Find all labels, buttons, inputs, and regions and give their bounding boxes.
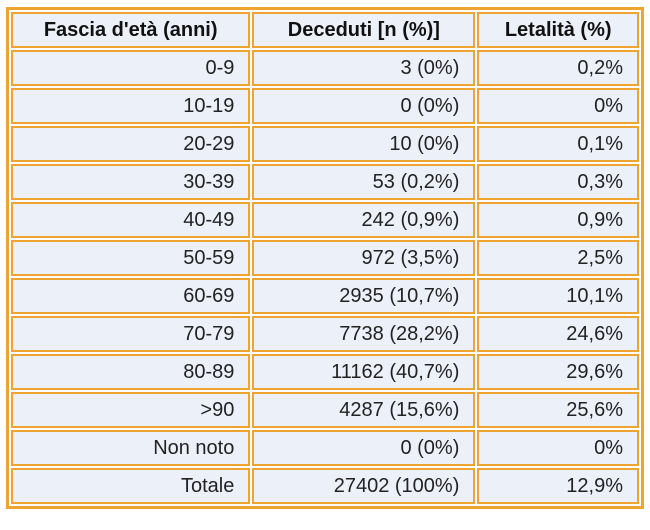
cell-deaths: 972 (3,5%) [252, 240, 476, 276]
column-header-age-range: Fascia d'età (anni) [11, 12, 251, 48]
table-row: Non noto 0 (0%) 0% [11, 430, 639, 466]
cell-lethality: 10,1% [477, 278, 639, 314]
table-row: >90 4287 (15,6%) 25,6% [11, 392, 639, 428]
cell-lethality: 25,6% [477, 392, 639, 428]
cell-age-range: 50-59 [11, 240, 251, 276]
cell-lethality: 2,5% [477, 240, 639, 276]
cell-lethality: 0% [477, 88, 639, 124]
cell-lethality: 0,9% [477, 202, 639, 238]
cell-deaths: 4287 (15,6%) [252, 392, 476, 428]
cell-age-range: 30-39 [11, 164, 251, 200]
header-row: Fascia d'età (anni) Deceduti [n (%)] Let… [11, 12, 639, 48]
cell-deaths: 2935 (10,7%) [252, 278, 476, 314]
cell-age-range: 80-89 [11, 354, 251, 390]
table-row: 60-69 2935 (10,7%) 10,1% [11, 278, 639, 314]
table-row: 40-49 242 (0,9%) 0,9% [11, 202, 639, 238]
cell-age-range: 10-19 [11, 88, 251, 124]
cell-deaths: 27402 (100%) [252, 468, 476, 504]
column-header-lethality: Letalità (%) [477, 12, 639, 48]
cell-lethality: 29,6% [477, 354, 639, 390]
cell-deaths: 11162 (40,7%) [252, 354, 476, 390]
cell-deaths: 7738 (28,2%) [252, 316, 476, 352]
cell-age-range: >90 [11, 392, 251, 428]
cell-deaths: 242 (0,9%) [252, 202, 476, 238]
cell-age-range: 40-49 [11, 202, 251, 238]
column-header-deaths: Deceduti [n (%)] [252, 12, 476, 48]
cell-deaths: 10 (0%) [252, 126, 476, 162]
cell-age-range: Non noto [11, 430, 251, 466]
age-lethality-table: Fascia d'età (anni) Deceduti [n (%)] Let… [6, 7, 644, 509]
table-row: 0-9 3 (0%) 0,2% [11, 50, 639, 86]
table-row: 80-89 11162 (40,7%) 29,6% [11, 354, 639, 390]
cell-lethality: 0% [477, 430, 639, 466]
table-row: 10-19 0 (0%) 0% [11, 88, 639, 124]
cell-lethality: 0,1% [477, 126, 639, 162]
cell-age-range: 20-29 [11, 126, 251, 162]
table-row: 20-29 10 (0%) 0,1% [11, 126, 639, 162]
cell-age-range: 70-79 [11, 316, 251, 352]
table-row: 50-59 972 (3,5%) 2,5% [11, 240, 639, 276]
cell-lethality: 24,6% [477, 316, 639, 352]
cell-deaths: 3 (0%) [252, 50, 476, 86]
cell-deaths: 0 (0%) [252, 88, 476, 124]
cell-age-range: Totale [11, 468, 251, 504]
cell-age-range: 0-9 [11, 50, 251, 86]
table-row: 70-79 7738 (28,2%) 24,6% [11, 316, 639, 352]
table-row: Totale 27402 (100%) 12,9% [11, 468, 639, 504]
cell-deaths: 0 (0%) [252, 430, 476, 466]
table-row: 30-39 53 (0,2%) 0,3% [11, 164, 639, 200]
cell-age-range: 60-69 [11, 278, 251, 314]
cell-deaths: 53 (0,2%) [252, 164, 476, 200]
cell-lethality: 0,3% [477, 164, 639, 200]
cell-lethality: 12,9% [477, 468, 639, 504]
cell-lethality: 0,2% [477, 50, 639, 86]
table-body: 0-9 3 (0%) 0,2% 10-19 0 (0%) 0% 20-29 10 (0%) 0,… [11, 50, 639, 504]
